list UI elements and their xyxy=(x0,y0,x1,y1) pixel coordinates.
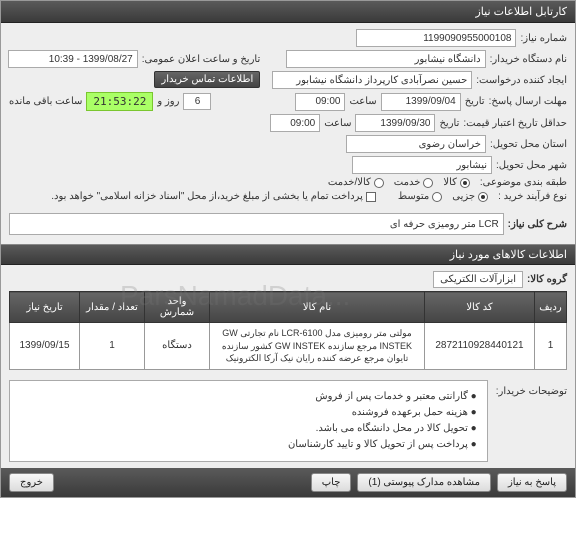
validity-date: 1399/09/30 xyxy=(355,114,435,132)
radio-small-lbl: جزیی xyxy=(452,191,475,202)
buyer-org-value: دانشگاه نیشابور xyxy=(286,50,486,68)
deadline-date: 1399/09/04 xyxy=(381,93,461,111)
general-title-value: LCR متر رومیزی حرفه ای xyxy=(9,213,504,235)
category-label: طبقه بندی موضوعی: xyxy=(480,177,567,188)
val-date-lbl: تاریخ xyxy=(439,118,459,129)
buyer-notes-row: توضیحات خریدار: گارانتی معتبر و خدمات پس… xyxy=(9,380,567,462)
radio-both-lbl: کالا/خدمت xyxy=(328,177,371,188)
table-row: 1 2872110928440121 مولتی متر رومیزی مدل … xyxy=(10,323,567,370)
deadline-label: مهلت ارسال پاسخ: xyxy=(489,96,567,107)
col-code: کد کالا xyxy=(425,292,535,323)
note-item: گارانتی معتبر و خدمات پس از فروش xyxy=(20,389,477,405)
val-time-lbl: ساعت xyxy=(324,118,351,129)
items-section-header: اطلاعات کالاهای مورد نیاز xyxy=(1,244,575,265)
form-area: شماره نیاز: 1199090955000108 نام دستگاه … xyxy=(1,23,575,244)
info-window: کارتابل اطلاعات نیاز شماره نیاز: 1199090… xyxy=(0,0,576,498)
note-item: پرداخت پس از تحویل کالا و تایید کارشناسا… xyxy=(20,437,477,453)
remaining-time: 21:53:22 xyxy=(86,92,153,111)
deadline-time: 09:00 xyxy=(295,93,345,111)
radio-medium-circle xyxy=(432,192,442,202)
checkbox-partial[interactable]: پرداخت تمام یا بخشی از مبلغ خرید،از محل … xyxy=(51,191,376,202)
need-no-label: شماره نیاز: xyxy=(520,33,567,44)
radio-service[interactable]: خدمت xyxy=(394,177,434,188)
table-header-row: ردیف کد کالا نام کالا واحد شمارش تعداد /… xyxy=(10,292,567,323)
col-unit: واحد شمارش xyxy=(145,292,210,323)
col-date: تاریخ نیاز xyxy=(10,292,80,323)
checkbox-partial-lbl: پرداخت تمام یا بخشی از مبلغ خرید،از محل … xyxy=(51,191,363,202)
radio-small[interactable]: جزیی xyxy=(452,191,488,202)
cell-code: 2872110928440121 xyxy=(425,323,535,370)
validity-label: حداقل تاریخ اعتبار قیمت: xyxy=(463,118,567,129)
radio-medium-lbl: متوسط xyxy=(398,191,429,202)
items-header-text: اطلاعات کالاهای مورد نیاز xyxy=(450,249,567,261)
cell-name: مولتی متر رومیزی مدل LCR-6100 نام تجارتی… xyxy=(210,323,425,370)
announce-label: تاریخ و ساعت اعلان عمومی: xyxy=(142,54,261,65)
buyer-notes-list: گارانتی معتبر و خدمات پس از فروش هزینه ح… xyxy=(16,383,481,459)
announce-value: 1399/08/27 - 10:39 xyxy=(8,50,138,68)
cell-unit: دستگاه xyxy=(145,323,210,370)
items-table: ردیف کد کالا نام کالا واحد شمارش تعداد /… xyxy=(9,291,567,370)
footer-bar: پاسخ به نیاز مشاهده مدارک پیوستی (1) چاپ… xyxy=(1,468,575,497)
buyer-notes-label: توضیحات خریدار: xyxy=(496,380,567,397)
col-name: نام کالا xyxy=(210,292,425,323)
reply-button[interactable]: پاسخ به نیاز xyxy=(497,473,567,492)
attachments-button[interactable]: مشاهده مدارک پیوستی (1) xyxy=(357,473,491,492)
need-no-value: 1199090955000108 xyxy=(356,29,516,47)
ptype-label: نوع فرآیند خرید : xyxy=(498,191,567,202)
radio-small-circle xyxy=(478,192,488,202)
province-value: خراسان رضوی xyxy=(346,135,486,153)
radio-goods[interactable]: کالا xyxy=(443,177,470,188)
radio-both[interactable]: کالا/خدمت xyxy=(328,177,384,188)
radio-goods-circle xyxy=(460,178,470,188)
radio-both-circle xyxy=(374,178,384,188)
radio-medium[interactable]: متوسط xyxy=(398,191,442,202)
buyer-notes-box: گارانتی معتبر و خدمات پس از فروش هزینه ح… xyxy=(9,380,488,462)
goods-group-value: ابزارآلات الکتریکی xyxy=(433,271,523,288)
creator-label: ایجاد کننده درخواست: xyxy=(476,75,567,86)
items-area: گروه کالا: ابزارآلات الکتریکی ردیف کد کا… xyxy=(1,265,575,468)
radio-goods-lbl: کالا xyxy=(443,177,457,188)
buyer-org-label: نام دستگاه خریدار: xyxy=(490,54,567,65)
window-titlebar: کارتابل اطلاعات نیاز xyxy=(1,1,575,23)
creator-value: حسین نصرآبادی کارپرداز دانشگاه نیشابور xyxy=(272,71,472,89)
goods-group-label: گروه کالا: xyxy=(527,274,567,285)
note-item: هزینه حمل برعهده فروشنده xyxy=(20,405,477,421)
col-qty: تعداد / مقدار xyxy=(80,292,145,323)
checkbox-partial-box xyxy=(366,192,376,202)
print-button[interactable]: چاپ xyxy=(311,473,352,492)
radio-service-circle xyxy=(423,178,433,188)
city-value: نیشابور xyxy=(352,156,492,174)
countdown: 6 روز و 21:53:22 ساعت باقی مانده xyxy=(9,92,211,111)
general-title-label: شرح کلی نیاز: xyxy=(508,219,567,230)
close-button[interactable]: خروج xyxy=(9,473,54,492)
contact-badge[interactable]: اطلاعات تماس خریدار xyxy=(154,71,260,88)
validity-time: 09:00 xyxy=(270,114,320,132)
day-label: روز و xyxy=(157,96,179,107)
cell-idx: 1 xyxy=(535,323,567,370)
note-item: تحویل کالا در محل دانشگاه می باشد. xyxy=(20,421,477,437)
remaining-label: ساعت باقی مانده xyxy=(9,96,82,107)
radio-service-lbl: خدمت xyxy=(394,177,421,188)
window-title: کارتابل اطلاعات نیاز xyxy=(475,6,567,18)
dl-time-lbl: ساعت xyxy=(349,96,376,107)
province-label: استان محل تحویل: xyxy=(490,139,567,150)
cell-qty: 1 xyxy=(80,323,145,370)
dl-date-lbl: تاریخ xyxy=(465,96,485,107)
city-label: شهر محل تحویل: xyxy=(496,160,567,171)
cell-date: 1399/09/15 xyxy=(10,323,80,370)
remaining-days: 6 xyxy=(183,93,211,110)
col-idx: ردیف xyxy=(535,292,567,323)
